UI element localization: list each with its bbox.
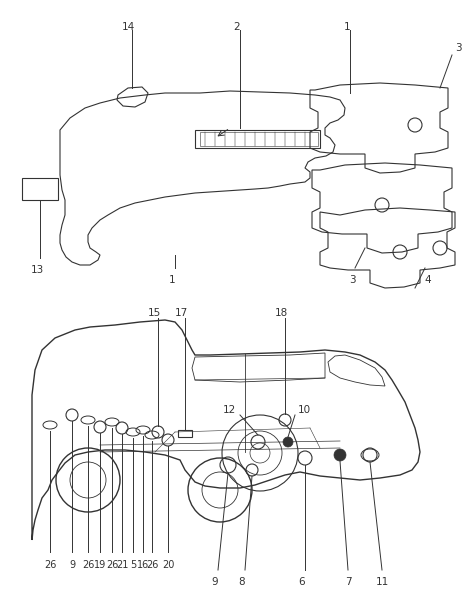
- Text: 26: 26: [146, 560, 158, 570]
- Text: 9: 9: [69, 560, 75, 570]
- Text: 3: 3: [349, 275, 355, 285]
- Text: 26: 26: [106, 560, 118, 570]
- Text: 20: 20: [162, 560, 174, 570]
- Text: 14: 14: [121, 22, 134, 32]
- Text: 5: 5: [130, 560, 136, 570]
- Text: 10: 10: [298, 405, 311, 415]
- Text: 26: 26: [82, 560, 94, 570]
- Text: 2: 2: [234, 22, 240, 32]
- Text: 15: 15: [148, 308, 161, 318]
- Text: 8: 8: [239, 577, 245, 587]
- Circle shape: [334, 449, 346, 461]
- Text: 18: 18: [274, 308, 288, 318]
- Text: 9: 9: [212, 577, 218, 587]
- Text: 19: 19: [94, 560, 106, 570]
- Text: 3: 3: [455, 43, 462, 53]
- Text: 16: 16: [137, 560, 149, 570]
- Text: 12: 12: [223, 405, 236, 415]
- Circle shape: [283, 437, 293, 447]
- Text: 4: 4: [425, 275, 431, 285]
- Text: 26: 26: [44, 560, 56, 570]
- Text: 17: 17: [174, 308, 188, 318]
- Text: 6: 6: [299, 577, 306, 587]
- Text: 1: 1: [169, 275, 175, 285]
- Text: 13: 13: [31, 265, 44, 275]
- Text: 11: 11: [376, 577, 389, 587]
- Text: 7: 7: [345, 577, 351, 587]
- Text: 1: 1: [344, 22, 350, 32]
- Text: 21: 21: [116, 560, 128, 570]
